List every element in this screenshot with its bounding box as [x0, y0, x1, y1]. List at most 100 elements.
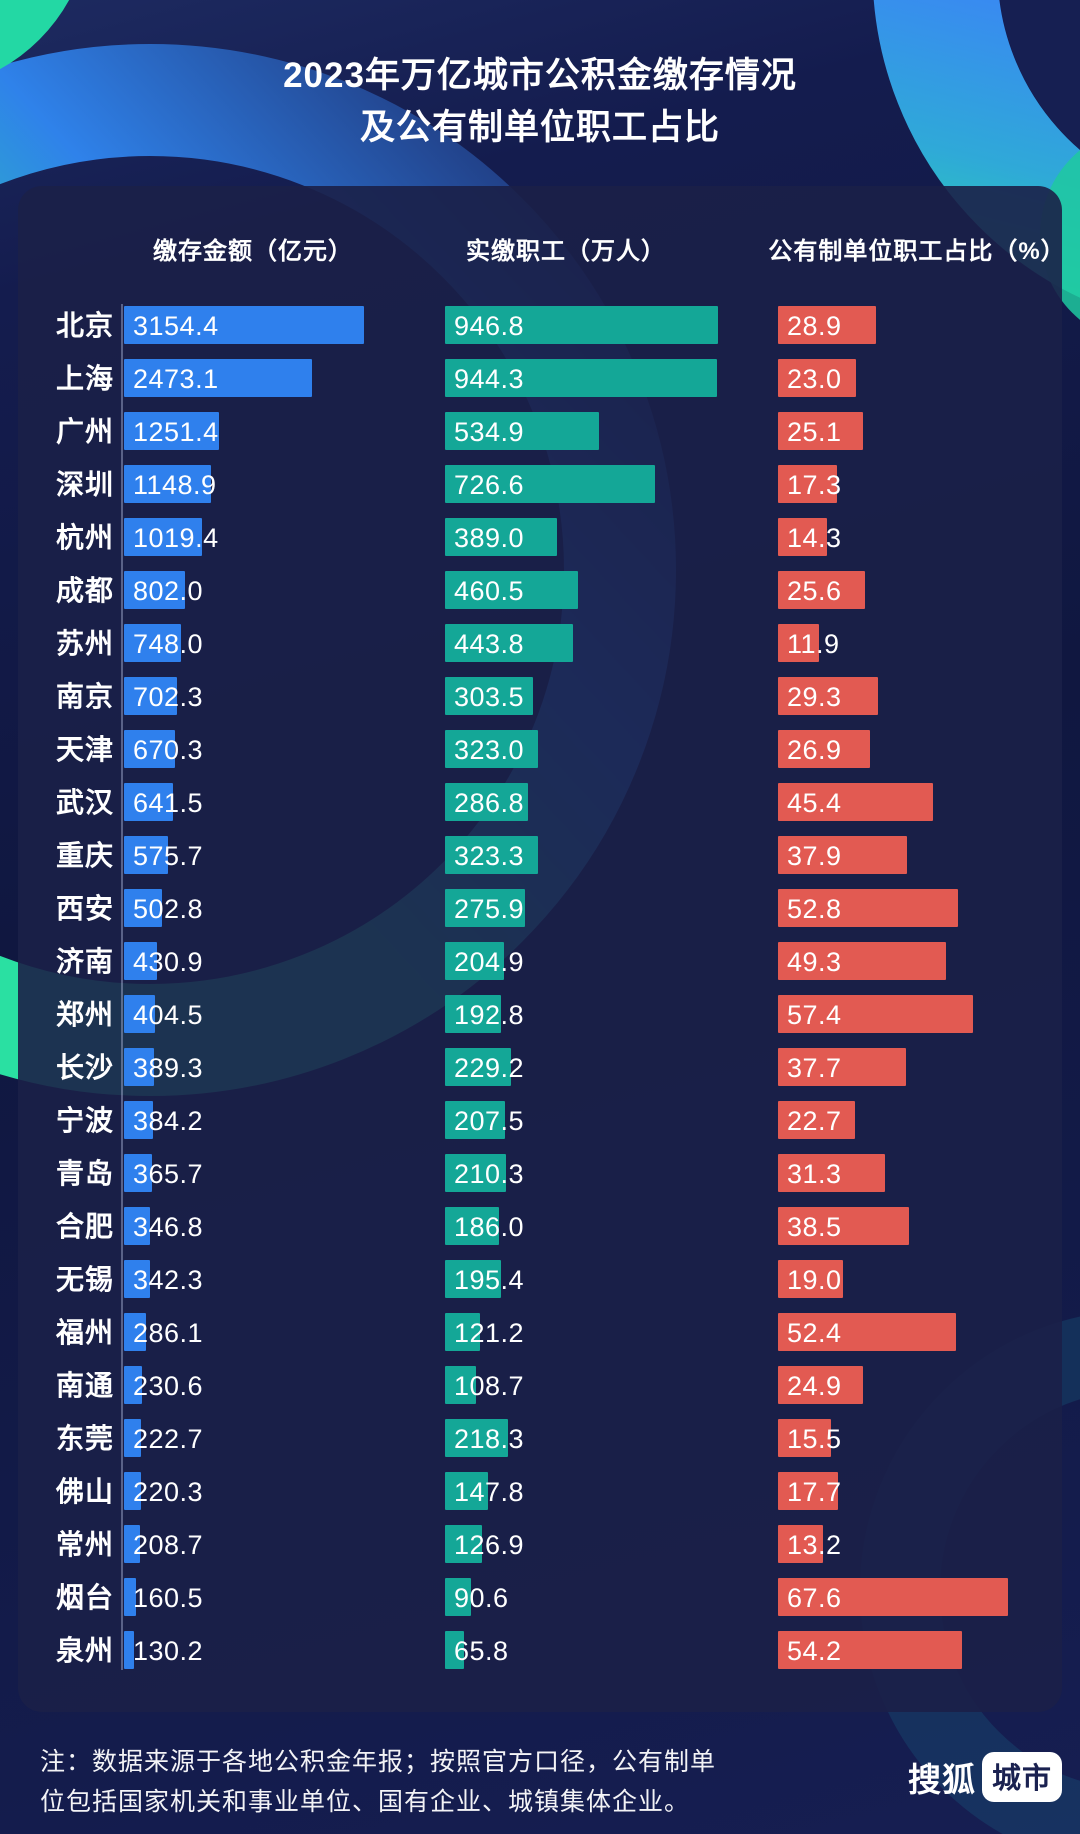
- employees-value: 389.0: [454, 523, 525, 553]
- page-title-line2: 及公有制单位职工占比: [359, 108, 720, 147]
- deposit-value: 222.7: [133, 1424, 204, 1454]
- deposit-value: 802.0: [133, 576, 204, 606]
- employees-value: 726.6: [454, 470, 525, 500]
- employees-bar: [445, 836, 539, 874]
- employees-value: 229.2: [454, 1053, 525, 1083]
- city-logo-badge: 城市: [981, 1752, 1062, 1802]
- public-share-bar: [778, 1101, 856, 1139]
- deposit-value: 346.8: [133, 1212, 204, 1242]
- employees-bar: [445, 1207, 499, 1245]
- employees-value: 147.8: [454, 1477, 525, 1507]
- public-share-bar: [778, 783, 933, 821]
- city-label: 成都: [55, 575, 114, 606]
- table-row: 武汉 641.5 286.8 45.4: [0, 776, 1080, 829]
- public-share-value: 15.5: [787, 1424, 842, 1454]
- employees-value: 323.3: [454, 841, 525, 871]
- table-row: 南通 230.6 108.7 24.9: [0, 1359, 1080, 1412]
- employees-value: 944.3: [454, 364, 525, 394]
- employees-bar: [445, 412, 600, 450]
- public-share-bar: [778, 1525, 823, 1563]
- public-share-value: 67.6: [787, 1583, 842, 1613]
- employees-bar: [445, 359, 718, 397]
- employees-bar: [445, 1419, 508, 1457]
- employees-value: 126.9: [454, 1530, 525, 1560]
- deposit-value: 702.3: [133, 682, 204, 712]
- table-row: 杭州 1019.4 389.0 14.3: [0, 511, 1080, 564]
- deposit-value: 575.7: [133, 841, 204, 871]
- sohu-city-logo: 搜狐 城市: [908, 1752, 1062, 1802]
- deposit-bar: [124, 889, 163, 927]
- city-label: 北京: [55, 310, 114, 341]
- public-share-bar: [778, 1578, 1008, 1616]
- table-row: 西安 502.8 275.9 52.8: [0, 882, 1080, 935]
- employees-bar: [445, 465, 655, 503]
- table-row: 宁波 384.2 207.5 22.7: [0, 1094, 1080, 1147]
- table-row: 广州 1251.4 534.9 25.1: [0, 405, 1080, 458]
- employees-bar: [445, 1631, 464, 1669]
- employees-value: 534.9: [454, 417, 525, 447]
- employees-value: 210.3: [454, 1159, 525, 1189]
- bar-chart-rows: 北京 3154.4 946.8 28.9 上海 2473.1 944.3 23.…: [0, 299, 1080, 1677]
- employees-value: 286.8: [454, 788, 525, 818]
- employees-bar: [445, 624, 573, 662]
- city-label: 广州: [55, 416, 114, 447]
- employees-value: 218.3: [454, 1424, 525, 1454]
- column-header-public-share: 公有制单位职工占比（%）: [768, 238, 1066, 265]
- deposit-value: 3154.4: [133, 311, 219, 341]
- employees-bar: [445, 677, 533, 715]
- table-row: 福州 286.1 121.2 52.4: [0, 1306, 1080, 1359]
- public-share-bar: [778, 1472, 839, 1510]
- public-share-bar: [778, 571, 866, 609]
- employees-value: 186.0: [454, 1212, 525, 1242]
- deposit-bar: [124, 412, 220, 450]
- city-label: 东莞: [55, 1423, 114, 1454]
- top-right-ring-core: [999, 0, 1080, 150]
- employees-bar: [445, 1472, 488, 1510]
- deposit-value: 220.3: [133, 1477, 204, 1507]
- table-row: 深圳 1148.9 726.6 17.3: [0, 458, 1080, 511]
- employees-bar: [445, 1101, 505, 1139]
- table-row: 成都 802.0 460.5 25.6: [0, 564, 1080, 617]
- deposit-bar: [124, 995, 155, 1033]
- public-share-value: 49.3: [787, 947, 842, 977]
- employees-value: 323.0: [454, 735, 525, 765]
- employees-bar: [445, 1366, 477, 1404]
- city-label: 郑州: [55, 999, 114, 1030]
- deposit-bar: [124, 677, 178, 715]
- deposit-value: 342.3: [133, 1265, 204, 1295]
- table-row: 济南 430.9 204.9 49.3: [0, 935, 1080, 988]
- public-share-bar: [778, 1154, 885, 1192]
- city-label: 常州: [55, 1529, 114, 1560]
- public-share-bar: [778, 730, 870, 768]
- employees-value: 65.8: [454, 1636, 509, 1666]
- deposit-bar: [124, 836, 168, 874]
- city-label: 福州: [55, 1317, 114, 1348]
- deposit-value: 748.0: [133, 629, 204, 659]
- employees-bar: [445, 1048, 512, 1086]
- deposit-value: 1019.4: [133, 523, 219, 553]
- deposit-bar: [124, 624, 181, 662]
- public-share-bar: [778, 465, 837, 503]
- public-share-value: 52.4: [787, 1318, 842, 1348]
- public-share-value: 54.2: [787, 1636, 842, 1666]
- deposit-bar: [124, 359, 313, 397]
- city-label: 西安: [55, 893, 114, 924]
- public-share-value: 26.9: [787, 735, 842, 765]
- public-share-value: 17.3: [787, 470, 842, 500]
- deposit-value: 208.7: [133, 1530, 204, 1560]
- employees-value: 275.9: [454, 894, 525, 924]
- city-label: 上海: [55, 363, 114, 394]
- deposit-value: 1251.4: [133, 417, 219, 447]
- deposit-value: 2473.1: [133, 364, 219, 394]
- table-row: 东莞 222.7 218.3 15.5: [0, 1412, 1080, 1465]
- public-share-value: 31.3: [787, 1159, 842, 1189]
- axis-line: [121, 304, 123, 1670]
- deposit-value: 286.1: [133, 1318, 204, 1348]
- deposit-bar: [124, 1419, 141, 1457]
- deposit-value: 502.8: [133, 894, 204, 924]
- deposit-value: 1148.9: [133, 470, 217, 500]
- city-label: 武汉: [55, 787, 114, 818]
- deposit-value: 430.9: [133, 947, 204, 977]
- public-share-value: 37.7: [787, 1053, 842, 1083]
- city-label: 南京: [55, 681, 114, 712]
